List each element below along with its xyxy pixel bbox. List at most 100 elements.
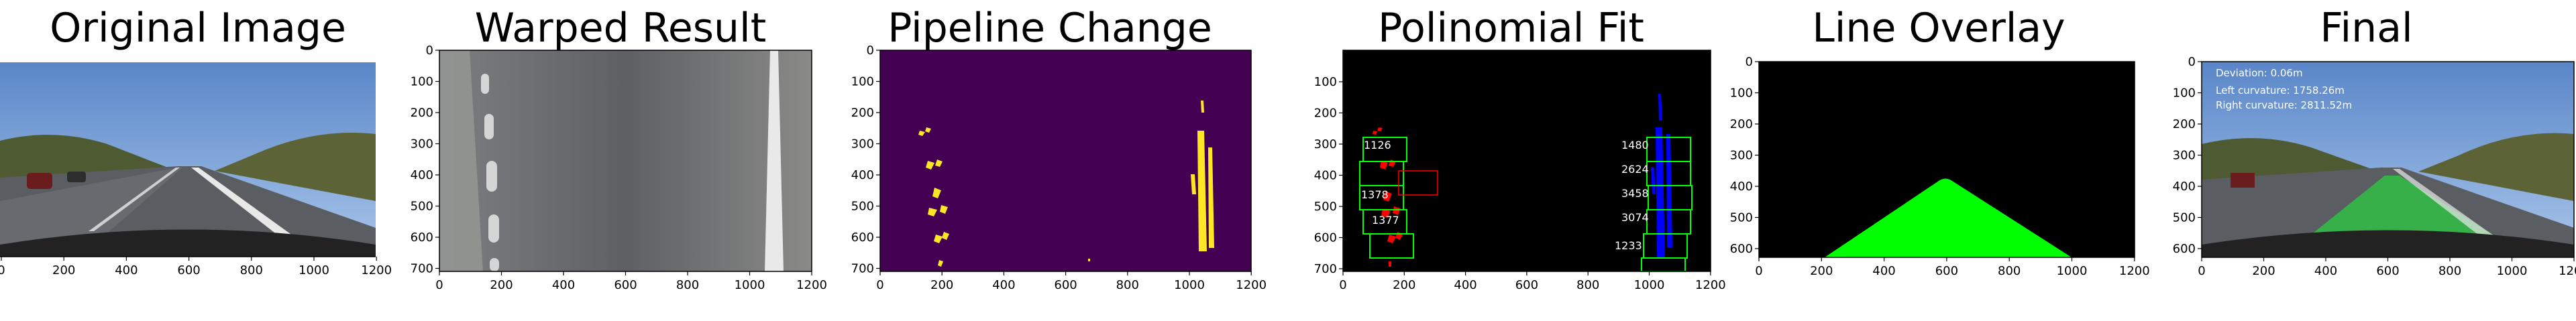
y-tick-label: 200: [1314, 107, 1337, 121]
x-tick-label: 200: [2252, 264, 2275, 278]
y-tick-label: 300: [1730, 149, 1753, 163]
x-tick-label: 800: [2438, 264, 2461, 278]
y-tick-label: 400: [2173, 180, 2196, 194]
x-tick-label: 800: [676, 278, 699, 292]
x-tick-label: 800: [1576, 278, 1599, 292]
x-tick-label: 200: [1393, 278, 1415, 292]
warped-grayscale-image: [439, 50, 812, 271]
x-tick-label: 1000: [735, 278, 765, 292]
lane-polygon-image: [1759, 62, 2135, 257]
x-tick-label: 0: [876, 278, 883, 292]
x-tick-label: 1000: [1174, 278, 1205, 292]
x-tick-label: 400: [552, 278, 575, 292]
x-tick-label: 1200: [361, 263, 392, 277]
y-tick-label: 500: [2173, 211, 2196, 225]
y-tick-label: 400: [1730, 180, 1753, 194]
x-tick-label: 600: [177, 263, 200, 277]
panel-warped-result: Warped Result 0 200 400 600 800 1000 1200 0 100 2…: [411, 0, 827, 321]
x-tick-label: 0: [2198, 264, 2205, 278]
panel-title: Final: [2320, 5, 2413, 52]
x-tick-label: 200: [930, 278, 953, 292]
y-tick-label: 700: [1314, 262, 1337, 276]
window-label: 1233: [1615, 239, 1642, 252]
x-tick-label: 1200: [1236, 278, 1267, 292]
road-photo-image: [0, 62, 376, 257]
x-tick-label: 1000: [299, 263, 329, 277]
y-tick-label: 400: [1314, 169, 1337, 183]
x-tick-label: 0: [1755, 264, 1762, 278]
x-tick-label: 0: [435, 278, 443, 292]
y-tick-label: 500: [1314, 200, 1337, 214]
y-tick-label: 600: [411, 231, 433, 245]
window-label: 1480: [1621, 139, 1649, 151]
x-tick-label: 0: [1339, 278, 1346, 292]
line-overlay-plot: 0 200 400 600 800 1000 1200 0 100 200 300 400 500 600: [1730, 55, 2150, 278]
y-tick-label: 200: [411, 106, 433, 120]
window-label: 1377: [1372, 214, 1399, 227]
y-tick-label: 200: [851, 106, 874, 120]
x-tick-label: 1000: [2057, 264, 2088, 278]
y-tick-label: 600: [2173, 242, 2196, 256]
window-label: 1378: [1361, 188, 1389, 201]
panel-polinomial-fit: Polinomial Fit: [1298, 0, 1726, 321]
window-labels-right: 1480 2624 3458 3074 1233: [1615, 139, 1649, 252]
x-tick-label: 1000: [1634, 278, 1665, 292]
panel-title: Line Overlay: [1812, 5, 2065, 52]
original-image-plot: 0 200 400 600 800 1000 1200: [0, 62, 392, 277]
panel-original-image: Original Image 0 200 400 600 800 1000 1200: [0, 0, 396, 321]
y-tick-label: 100: [411, 75, 433, 89]
panel-title: Pipeline Change: [888, 5, 1212, 52]
sliding-window-image: [1343, 50, 1711, 272]
right-curvature-text: Right curvature: 2811.52m: [2216, 99, 2352, 111]
panel-title: Warped Result: [474, 5, 767, 52]
y-tick-label: 100: [1730, 86, 1753, 101]
window-label: 3074: [1621, 211, 1649, 224]
x-tick-label: 400: [1454, 278, 1477, 292]
x-tick-label: 200: [52, 263, 75, 277]
x-tick-label: 800: [240, 263, 263, 277]
y-tick-label: 300: [851, 137, 874, 151]
panel-title: Original Image: [50, 5, 346, 52]
y-tick-label: 700: [411, 262, 433, 276]
left-curvature-text: Left curvature: 1758.26m: [2216, 84, 2345, 97]
y-tick-label: 400: [411, 168, 433, 182]
x-tick-label: 600: [2376, 264, 2399, 278]
x-axis: 0 200 400 600 800 1000 1200: [0, 256, 392, 277]
x-tick-label: 1200: [796, 278, 827, 292]
x-tick-label: 800: [1116, 278, 1139, 292]
y-tick-label: 500: [1730, 211, 1753, 225]
y-tick-label: 500: [411, 200, 433, 214]
y-tick-label: 500: [851, 200, 874, 214]
x-tick-label: 1000: [2497, 264, 2528, 278]
x-tick-label: 0: [0, 263, 5, 277]
deviation-text: Deviation: 0.06m: [2216, 67, 2303, 79]
final-plot: Deviation: 0.06m Left curvature: 1758.26…: [2173, 55, 2576, 278]
panel-pipeline-change: Pipeline Change 0 200 400 600 8: [835, 0, 1267, 321]
x-tick-label: 1200: [1695, 278, 1726, 292]
window-label: 1126: [1364, 139, 1391, 151]
y-tick-label: 0: [426, 44, 433, 58]
x-tick-label: 400: [2314, 264, 2337, 278]
y-tick-label: 600: [1730, 242, 1753, 256]
x-tick-label: 800: [1998, 264, 2021, 278]
y-tick-label: 200: [1730, 117, 1753, 131]
binary-lane-mask-image: [880, 50, 1251, 271]
window-labels-left: 1126 1378 1377: [1361, 139, 1399, 227]
window-label: 3458: [1621, 187, 1649, 200]
y-tick-label: 600: [851, 231, 874, 245]
y-tick-label: 100: [2173, 86, 2196, 101]
x-tick-label: 1200: [2559, 264, 2576, 278]
polinomial-fit-plot: 1126 1378 1377 1480 2624 3458 3074 1233 …: [1314, 50, 1726, 292]
y-tick-label: 300: [411, 137, 433, 151]
y-tick-label: 100: [1314, 75, 1337, 89]
pipeline-change-plot: 0 200 400 600 800 1000 1200 0 100 200 300 400 500 600…: [851, 44, 1267, 292]
panel-title: Polinomial Fit: [1378, 5, 1644, 52]
panel-line-overlay: Line Overlay 0 200 400 600 800 1000 1200 0 100 20…: [1724, 0, 2153, 321]
x-tick-label: 200: [1810, 264, 1833, 278]
warped-result-plot: 0 200 400 600 800 1000 1200 0 100 200 300 400 500 600…: [411, 44, 827, 292]
x-tick-label: 1200: [2119, 264, 2150, 278]
x-tick-label: 400: [115, 263, 138, 277]
y-tick-label: 700: [851, 262, 874, 276]
panel-final: Final Deviation: 0.06m Left curvature: 1…: [2157, 0, 2576, 321]
window-label: 2624: [1621, 163, 1649, 176]
